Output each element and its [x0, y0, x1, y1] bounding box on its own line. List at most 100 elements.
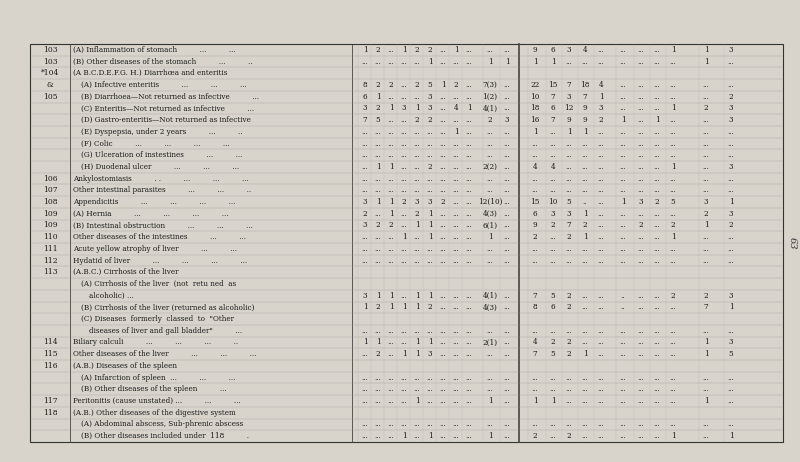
Text: ...: ... [670, 245, 676, 253]
Text: 2: 2 [566, 339, 571, 346]
Text: ...: ... [453, 140, 459, 147]
Text: 1: 1 [729, 432, 734, 440]
Text: 3: 3 [428, 198, 432, 206]
Text: ...: ... [466, 256, 472, 265]
Text: ...: ... [466, 397, 472, 405]
Text: ...: ... [598, 245, 604, 253]
Text: ...: ... [426, 151, 434, 159]
Text: 1: 1 [598, 93, 603, 101]
Text: ...: ... [654, 233, 660, 241]
Text: ...: ... [388, 140, 394, 147]
Text: ...: ... [388, 397, 394, 405]
Text: ...: ... [440, 233, 446, 241]
Text: 6(1): 6(1) [482, 221, 498, 230]
Text: ...: ... [440, 93, 446, 101]
Text: ...: ... [566, 397, 572, 405]
Text: ...: ... [374, 327, 382, 335]
Text: ...: ... [466, 374, 472, 382]
Text: ...: ... [374, 256, 382, 265]
Text: Acute yellow atrophy of liver          ...          ...: Acute yellow atrophy of liver ... ... [73, 245, 237, 253]
Text: diseases of liver and gall bladder"          ...: diseases of liver and gall bladder" ... [89, 327, 242, 335]
Text: ...: ... [453, 350, 459, 358]
Text: 1: 1 [428, 233, 432, 241]
Text: ...: ... [504, 140, 510, 147]
Text: (G) Ulceration of instestines          ...          ...: (G) Ulceration of instestines ... ... [81, 151, 242, 159]
Text: 3: 3 [428, 104, 432, 112]
Text: ...: ... [620, 81, 626, 89]
Text: ...: ... [504, 304, 510, 311]
Text: ...: ... [388, 186, 394, 195]
Text: ...: ... [440, 116, 446, 124]
Text: ...: ... [504, 210, 510, 218]
Text: 3: 3 [566, 93, 571, 101]
Text: 1: 1 [389, 304, 394, 311]
Text: 1: 1 [550, 397, 555, 405]
Text: ...: ... [728, 151, 734, 159]
Text: 2: 2 [533, 233, 538, 241]
Text: ...: ... [486, 128, 494, 136]
Text: ...: ... [466, 339, 472, 346]
Text: ...: ... [504, 292, 510, 300]
Text: ...: ... [654, 304, 660, 311]
Text: ...: ... [453, 304, 459, 311]
Text: 118: 118 [42, 409, 58, 417]
Text: ...: ... [388, 339, 394, 346]
Text: 2: 2 [670, 292, 675, 300]
Text: 1: 1 [704, 221, 708, 230]
Text: ...: ... [670, 58, 676, 66]
Text: ...: ... [401, 93, 407, 101]
Text: Biliary calculi          ...          ...          ...          ..: Biliary calculi ... ... ... .. [73, 339, 238, 346]
Text: ...: ... [453, 292, 459, 300]
Text: ...: ... [401, 256, 407, 265]
Text: ...: ... [504, 46, 510, 54]
Text: 1(2): 1(2) [482, 93, 498, 101]
Text: ...: ... [654, 210, 660, 218]
Text: ...: ... [374, 175, 382, 182]
Text: ...: ... [426, 385, 434, 393]
Text: ...: ... [362, 233, 368, 241]
Text: 1: 1 [376, 198, 380, 206]
Text: ...: ... [598, 175, 604, 182]
Text: 5: 5 [670, 198, 675, 206]
Text: ...: ... [638, 385, 644, 393]
Text: 2: 2 [704, 104, 708, 112]
Text: 1: 1 [362, 304, 367, 311]
Text: ...: ... [670, 339, 676, 346]
Text: 7: 7 [566, 221, 571, 230]
Text: ...: ... [550, 432, 556, 440]
Text: 109: 109 [42, 221, 58, 230]
Text: ...: ... [440, 175, 446, 182]
Text: ...: ... [550, 140, 556, 147]
Text: 9: 9 [582, 104, 587, 112]
Text: 2: 2 [376, 104, 380, 112]
Text: 103: 103 [42, 58, 58, 66]
Text: 2: 2 [389, 221, 394, 230]
Text: ...: ... [414, 186, 420, 195]
Text: ...: ... [453, 210, 459, 218]
Text: ...: ... [582, 374, 588, 382]
Text: ...: ... [504, 128, 510, 136]
Text: 18: 18 [530, 104, 540, 112]
Text: 3: 3 [729, 339, 734, 346]
Text: 114: 114 [42, 339, 58, 346]
Text: ...: ... [654, 81, 660, 89]
Text: ...: ... [414, 432, 420, 440]
Text: 1: 1 [376, 163, 380, 171]
Text: ...: ... [638, 140, 644, 147]
Text: ...: ... [620, 186, 626, 195]
Text: ...: ... [362, 420, 368, 428]
Text: ...: ... [620, 140, 626, 147]
Text: (A) Infarction of spleen  ...          ...          ...: (A) Infarction of spleen ... ... ... [81, 374, 235, 382]
Text: 1: 1 [454, 128, 458, 136]
Text: ...: ... [426, 140, 434, 147]
Text: ...: ... [466, 186, 472, 195]
Text: ...: ... [374, 128, 382, 136]
Text: (B) Other diseases of the spleen          ...: (B) Other diseases of the spleen ... [81, 385, 226, 393]
Text: ...: ... [486, 350, 494, 358]
Text: (C) Enteritis—Not returned as infective          ...: (C) Enteritis—Not returned as infective … [81, 104, 254, 112]
Text: ...: ... [440, 432, 446, 440]
Text: ...: ... [728, 128, 734, 136]
Text: (A) Infective enteritis          ...          ...          ...: (A) Infective enteritis ... ... ... [81, 81, 246, 89]
Text: ...: ... [401, 397, 407, 405]
Text: 1: 1 [704, 46, 708, 54]
